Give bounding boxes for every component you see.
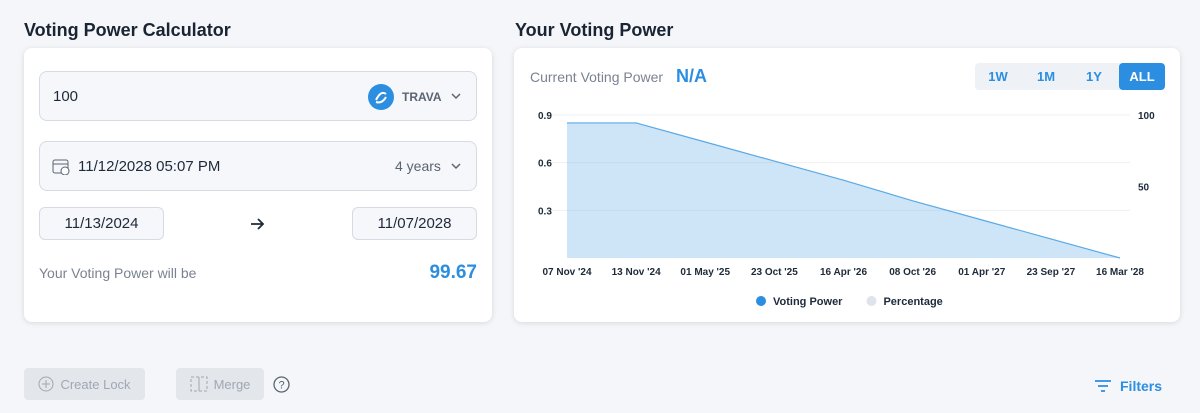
plus-icon <box>38 376 54 392</box>
token-icon <box>368 84 394 110</box>
date-input[interactable]: 11/12/2028 05:07 PM 4 years <box>39 141 477 191</box>
chevron <box>451 163 461 170</box>
end-date: 11/07/2028 <box>352 207 477 240</box>
start-date: 11/13/2024 <box>39 207 164 240</box>
y-tick-label: 0.6 <box>538 159 552 170</box>
calculator-title: Voting Power Calculator <box>24 20 231 40</box>
range-button[interactable]: 1W <box>988 69 1008 84</box>
x-tick-label: 13 Nov '24 <box>612 267 662 278</box>
merge-button[interactable]: Merge <box>176 368 264 400</box>
legend-swatch <box>756 296 766 306</box>
filters-label: Filters <box>1120 378 1163 394</box>
area <box>567 122 1120 258</box>
x-tick-label: 01 May '25 <box>680 267 730 278</box>
token[interactable]: TRAVA <box>402 90 442 104</box>
x-tick-label: 16 Mar '28 <box>1096 267 1144 278</box>
help-icon[interactable]: ? <box>273 376 290 393</box>
y-tick-label: 0.3 <box>538 206 552 217</box>
merge-icon <box>190 376 208 392</box>
panel-title: Your Voting Power <box>515 20 674 40</box>
arrow <box>251 218 265 230</box>
y-tick-label: 0.9 <box>538 111 552 122</box>
current-label: Current Voting Power <box>530 69 664 85</box>
merge-label: Merge <box>213 376 251 392</box>
create-lock-button[interactable]: Create Lock <box>24 368 145 400</box>
result-label: Your Voting Power will be <box>39 265 197 281</box>
amount: 100 <box>53 88 79 105</box>
filter-icon <box>1095 380 1111 392</box>
x-tick-label: 16 Apr '26 <box>820 267 867 278</box>
chart: 0.3 0.6 0.9 50 100 07 Nov '24 13 Nov '24 01 May… <box>538 111 1155 308</box>
legend-swatch <box>866 296 877 306</box>
chart-card: Current Voting Power N/A 1W 1M 1Y ALL <box>514 48 1180 322</box>
line <box>567 122 1121 259</box>
lock-until: 11/12/2028 05:07 PM <box>78 158 221 175</box>
range-button[interactable]: 1Y <box>1086 69 1102 84</box>
range-button[interactable]: 1M <box>1036 69 1056 84</box>
x-tick-label: 23 Oct '25 <box>751 267 798 278</box>
x-tick-label: 23 Sep '27 <box>1027 267 1076 278</box>
calendar-icon <box>52 159 70 175</box>
legend-label: Voting Power <box>773 296 843 308</box>
x-tick-label: 08 Oct '26 <box>889 267 936 278</box>
create-lock-label: Create Lock <box>60 376 131 392</box>
legend-label: Percentage <box>883 296 942 308</box>
svg-text:?: ? <box>278 380 284 392</box>
y2-tick-label: 100 <box>1138 111 1155 122</box>
range-selector: 1W 1M 1Y ALL <box>975 63 1165 90</box>
calculator-card: 100 TRAVA 11/12/2028 05:07 PM 4 years 11… <box>24 48 492 322</box>
amount-input[interactable]: 100 TRAVA <box>39 71 477 121</box>
y2-tick-label: 50 <box>1138 183 1150 194</box>
chevron <box>451 93 461 100</box>
x-tick-label: 07 Nov '24 <box>542 267 592 278</box>
range-button[interactable]: ALL <box>1119 63 1165 90</box>
filters-button[interactable]: Filters <box>1095 378 1162 394</box>
current-value: N/A <box>676 66 707 86</box>
x-tick-label: 01 Apr '27 <box>958 267 1005 278</box>
result-value: 99.67 <box>429 262 477 283</box>
duration[interactable]: 4 years <box>395 158 441 174</box>
